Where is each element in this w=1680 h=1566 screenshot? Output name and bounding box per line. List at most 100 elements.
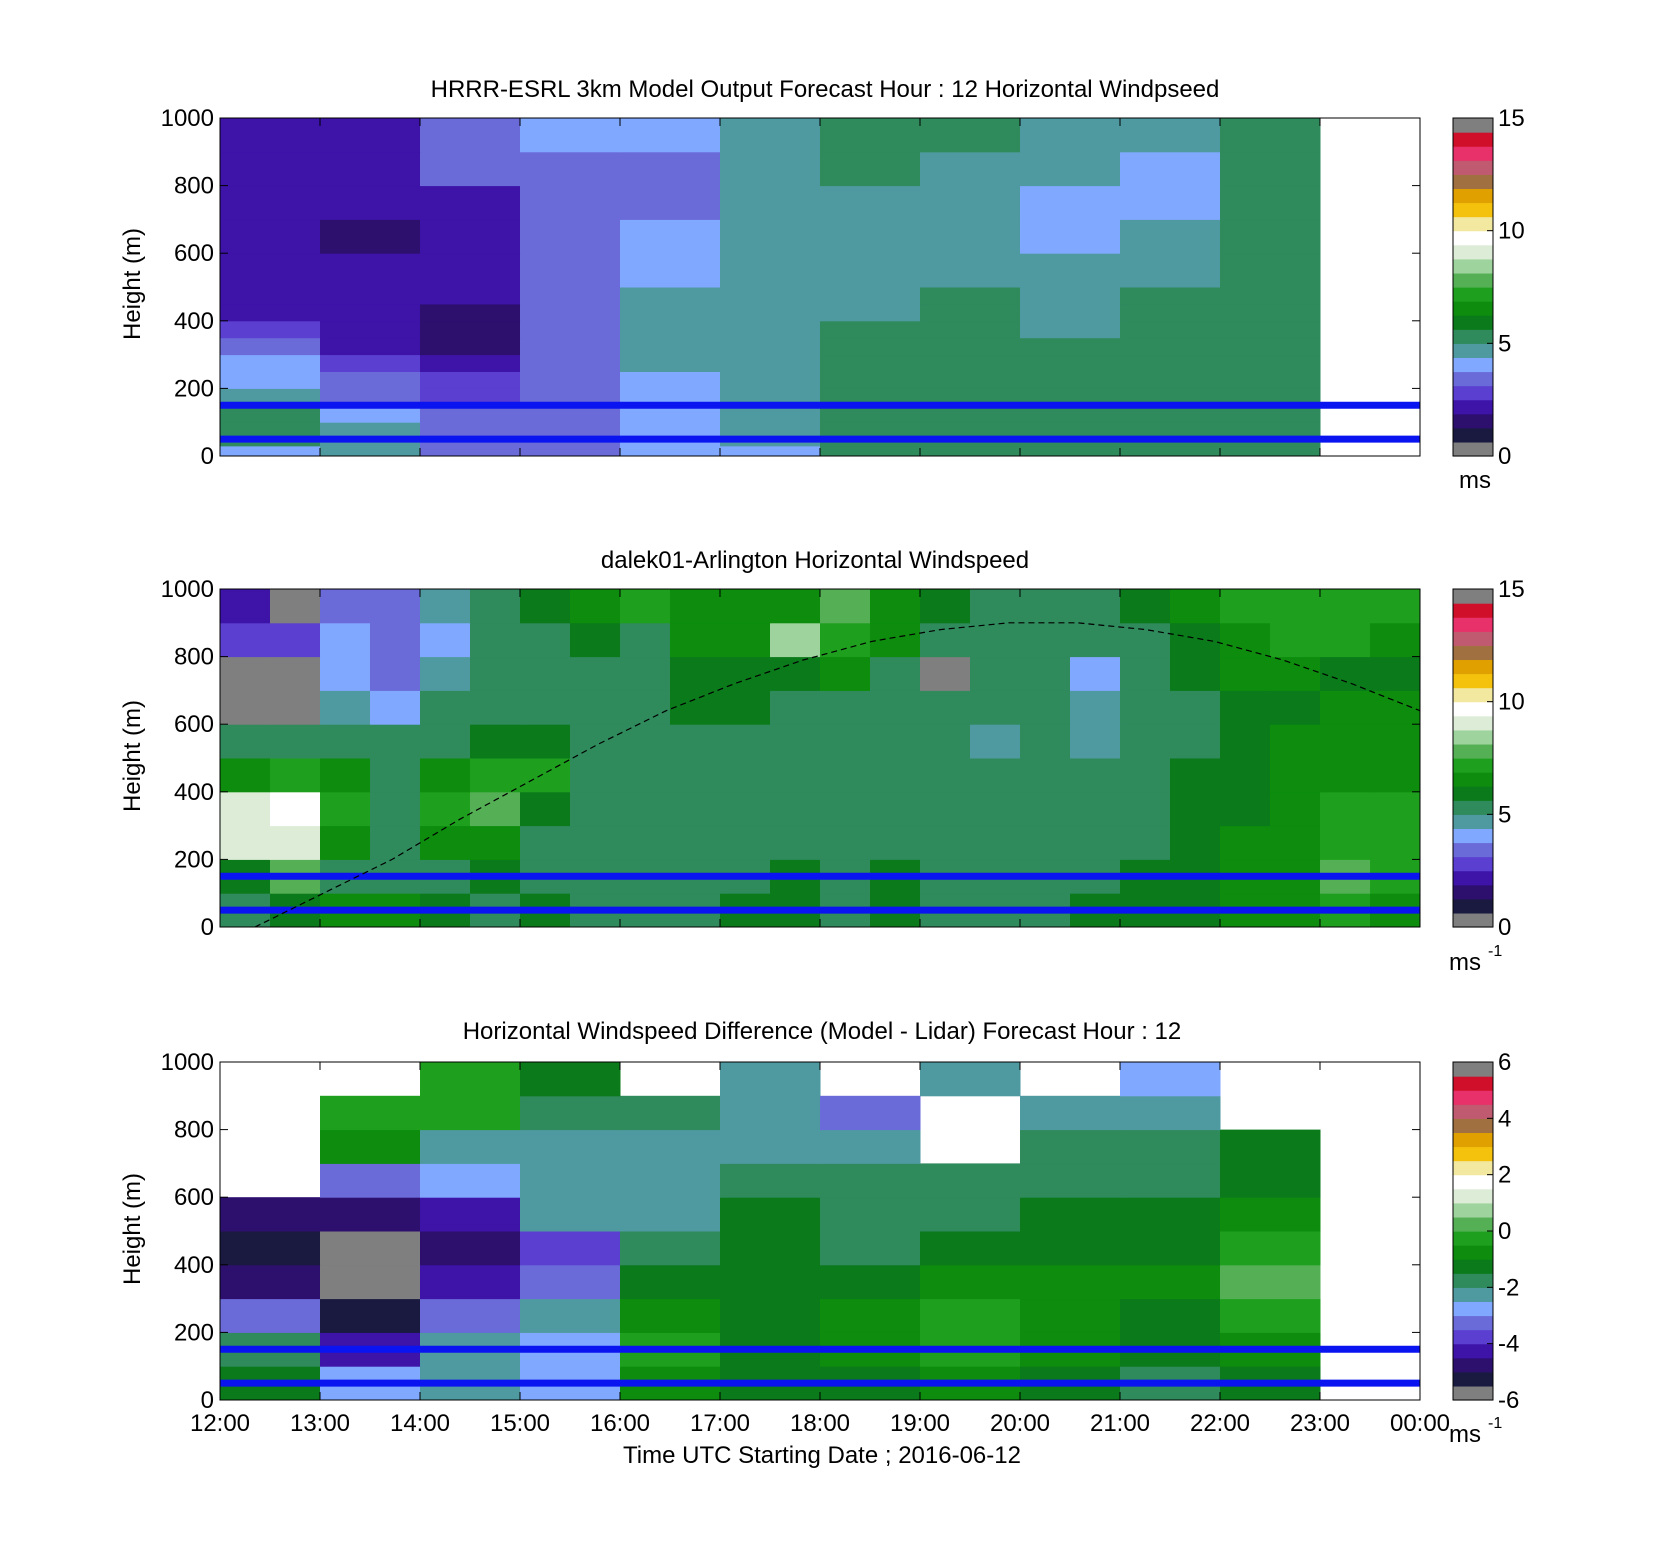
heatmap-cell: [320, 1163, 421, 1198]
heatmap-cell: [620, 219, 721, 254]
panel-model-reference-lines: [220, 401, 1420, 443]
colorbar-segment: [1453, 427, 1493, 443]
heatmap-cell: [1370, 622, 1421, 658]
heatmap-cell: [770, 758, 821, 793]
heatmap-cell: [220, 253, 321, 288]
heatmap-cell: [220, 388, 321, 406]
heatmap-cell: [270, 791, 321, 827]
colorbar-segment: [1453, 701, 1493, 717]
heatmap-cell: [320, 405, 421, 423]
heatmap-cell: [1020, 118, 1121, 153]
colorbar-tick-label: 10: [1498, 689, 1525, 716]
heatmap-cell: [320, 287, 421, 305]
heatmap-cell: [420, 445, 521, 457]
heatmap-cell: [620, 1163, 721, 1198]
colorbar-segment: [1453, 230, 1493, 246]
x-tick-label: 12:00: [190, 1410, 250, 1437]
heatmap-cell: [420, 253, 521, 288]
heatmap-cell: [820, 354, 921, 372]
heatmap-cell: [1120, 388, 1221, 406]
heatmap-cell: [220, 1231, 321, 1266]
heatmap-cell: [770, 589, 821, 624]
heatmap-cell: [920, 371, 1021, 389]
heatmap-cell: [220, 1298, 321, 1333]
heatmap-cell: [1270, 825, 1321, 860]
heatmap-cell: [1220, 758, 1271, 793]
heatmap-cell: [970, 825, 1021, 860]
heatmap-cell: [420, 656, 471, 691]
heatmap-cell: [920, 337, 1021, 356]
colorbar-segment: [1453, 1118, 1493, 1134]
heatmap-cell: [220, 825, 271, 860]
colorbar-segment: [1453, 413, 1493, 429]
heatmap-cell: [220, 118, 321, 153]
heatmap-cell: [520, 388, 621, 406]
heatmap-cell: [1370, 690, 1421, 725]
heatmap-cell: [520, 690, 571, 725]
heatmap-cell: [270, 656, 321, 691]
heatmap-cell: [720, 253, 821, 288]
panel-lidar-reference-lines: [220, 872, 1420, 914]
heatmap-cell: [1120, 151, 1221, 187]
heatmap-cell: [820, 622, 871, 658]
heatmap-cell: [920, 1197, 1021, 1232]
heatmap-cell: [220, 405, 321, 423]
heatmap-cell: [520, 1231, 621, 1266]
colorbar-segment: [1453, 1343, 1493, 1359]
colorbar-segment: [1453, 729, 1493, 745]
heatmap-cell: [670, 791, 721, 827]
colorbar-tick-label: 15: [1498, 105, 1525, 132]
colorbar-segment: [1453, 1273, 1493, 1288]
heatmap-cell: [670, 656, 721, 691]
heatmap-cell: [920, 287, 1021, 305]
heatmap-cell: [870, 690, 921, 725]
heatmap-cell: [1120, 219, 1221, 254]
heatmap-cell: [1020, 320, 1121, 339]
colorbar-frame: [1452, 117, 1494, 457]
heatmap-cell: [1070, 589, 1121, 624]
colorbar-segment: [1453, 1104, 1493, 1119]
heatmap-cell: [1120, 791, 1171, 827]
heatmap-cell: [1270, 758, 1321, 793]
x-tick-label: 19:00: [890, 1410, 950, 1437]
heatmap-cell: [920, 724, 971, 759]
heatmap-cell: [620, 1197, 721, 1232]
panel-difference-colorbar-units: ms: [1449, 1421, 1481, 1448]
heatmap-cell: [1120, 118, 1221, 153]
heatmap-cell: [1020, 445, 1121, 457]
colorbar-tick-label: -6: [1498, 1387, 1519, 1414]
heatmap-cell: [1020, 1197, 1121, 1232]
heatmap-cell: [820, 724, 871, 759]
panel-difference-colorbar: 6 4 2 0 -2 -4 -6: [1452, 1049, 1519, 1414]
heatmap-cell: [1120, 825, 1171, 860]
heatmap-cell: [770, 622, 821, 658]
heatmap-cell: [1120, 656, 1171, 691]
heatmap-cell: [320, 303, 421, 322]
heatmap-cell: [1120, 758, 1171, 793]
heatmap-cell: [620, 371, 721, 389]
heatmap-cell: [220, 1197, 321, 1232]
heatmap-cell: [720, 1062, 821, 1097]
heatmap-cell: [320, 118, 421, 153]
heatmap-cell: [220, 690, 271, 725]
heatmap-cell: [470, 589, 521, 624]
heatmap-cell: [320, 422, 421, 437]
heatmap-cell: [1020, 354, 1121, 372]
heatmap-cell: [920, 303, 1021, 322]
heatmap-cell: [1020, 219, 1121, 254]
heatmap-cell: [1120, 185, 1221, 220]
heatmap-cell: [420, 622, 471, 658]
colorbar-segment: [1453, 673, 1493, 689]
colorbar-segment: [1453, 659, 1493, 675]
heatmap-cell: [520, 758, 571, 793]
x-tick-label: 15:00: [490, 1410, 550, 1437]
y-tick-label: 0: [201, 914, 214, 941]
colorbar-segment: [1453, 1202, 1493, 1218]
heatmap-cell: [920, 388, 1021, 406]
colorbar-tick-label: 5: [1498, 330, 1511, 357]
heatmap-cell: [1220, 690, 1271, 725]
heatmap-cell: [820, 1129, 921, 1164]
heatmap-cell: [920, 791, 971, 827]
heatmap-cell: [520, 1197, 621, 1232]
heatmap-cell: [720, 1197, 821, 1232]
